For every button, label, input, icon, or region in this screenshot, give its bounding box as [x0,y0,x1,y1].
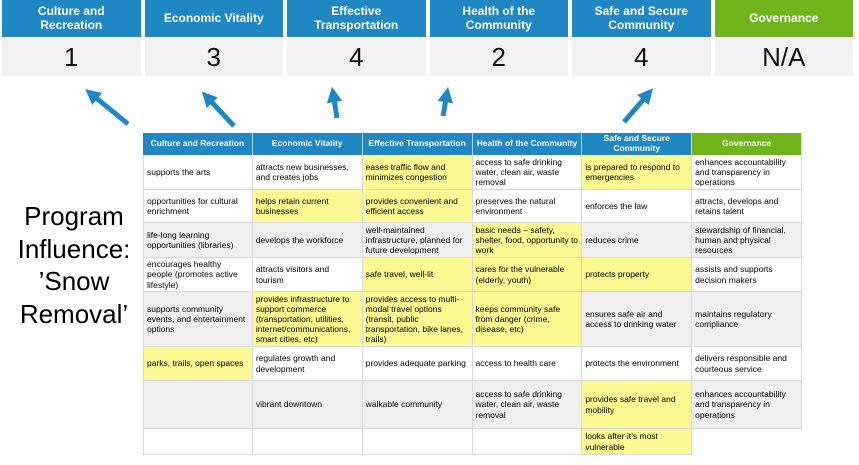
pillar-header-health: Health of the Community [429,0,568,37]
score-economic: 3 [144,39,283,76]
matrix-cell-r3c5: reduces crime [582,223,693,258]
matrix-cell-r8c6 [692,429,802,455]
pillar-header-governance: Governance [714,0,853,37]
matrix-cell-r4c1: encourages healthy people (promotes acti… [143,258,253,292]
pillar-header-safe: Safe and Secure Community [572,0,711,37]
pillar-header-transportation: Effective Transportation [287,0,426,37]
matrix-cell-r7c3: walkable community [362,381,473,429]
score-band: 1 3 4 2 4 N/A [2,39,853,76]
matrix-cell-r6c2: regulates growth and development [252,347,363,381]
matrix-cell-r3c1: life-long learning opportunities (librar… [143,223,253,258]
score-governance: N/A [714,39,853,76]
matrix-header-economic: Economic Vitality [252,133,363,155]
matrix-cell-r1c5: is prepared to respond to emergencies [582,155,693,190]
matrix-cell-r8c1 [143,429,253,455]
matrix-header-culture: Culture and Recreation [143,133,253,155]
matrix-cell-r6c3: provides adequate parking [362,347,473,381]
matrix-header-transportation: Effective Transportation [362,133,473,155]
matrix-header-health: Health of the Community [472,133,583,155]
matrix-cell-r8c3 [362,429,473,455]
matrix-cell-r8c5: looks after it’s most vulnerable [582,429,693,455]
pillar-header-economic: Economic Vitality [144,0,283,37]
matrix-cell-r3c2: develops the workforce [252,223,363,258]
matrix-cell-r4c5: protects property [582,258,693,292]
matrix-cell-r6c4: access to health care [472,347,583,381]
matrix-cell-r7c5: provides safe travel and mobility [582,381,693,429]
matrix-header-governance: Governance [692,133,802,155]
matrix-cell-r1c4: access to safe drinking water, clean air… [472,155,583,190]
matrix-cell-r1c1: supports the arts [143,155,253,190]
matrix-cell-r5c1: supports community events, and entertain… [143,292,253,347]
influence-arrow-3 [326,86,343,119]
matrix-cell-r3c4: basic needs – safety, shelter, food, opp… [472,223,583,258]
influence-arrow-2 [201,91,236,128]
score-health: 2 [429,39,568,76]
matrix-cell-r4c6: assists and supports decision makers [692,258,802,292]
matrix-cell-r2c4: preserves the natural environment [472,190,583,223]
score-transportation: 4 [287,39,426,76]
matrix-cell-r6c5: protects the environment [582,347,693,381]
matrix-cell-r6c6: delivers responsible and courteous servi… [692,347,802,381]
matrix-cell-r2c3: provides convenient and efficient access [362,190,473,223]
matrix-cell-r1c2: attracts new businesses, and creates job… [252,155,363,190]
influence-arrow-4 [437,86,454,117]
program-influence-label: Program Influence: ’Snow Removal’ [17,201,131,329]
matrix-cell-r5c6: maintains regulatory compliance [692,292,802,347]
matrix-cell-r2c6: attracts, develops and retains talent [692,190,802,223]
matrix-cell-r5c5: ensures safe air and access to drinking … [582,292,693,347]
matrix-cell-r2c2: helps retain current businesses [252,190,363,223]
matrix-header-safe: Safe and Secure Community [582,133,693,155]
matrix-cell-r1c3: eases traffic flow and minimizes congest… [362,155,473,190]
matrix-cell-r8c2 [252,429,363,455]
matrix-cell-r7c1 [143,381,253,429]
matrix-cell-r5c4: keeps community safe from danger (crime,… [472,292,583,347]
matrix-cell-r8c4 [472,429,583,455]
matrix-cell-r2c1: opportunities for cultural enrichment [143,190,253,223]
influence-matrix: Culture and Recreation Economic Vitality… [143,133,802,455]
matrix-cell-r7c6: enhances accountability and transparency… [692,381,802,429]
matrix-cell-r4c3: safe travel, well-lit [362,258,473,292]
matrix-cell-r7c4: access to safe drinking water, clean air… [472,381,583,429]
pillar-header-band: Culture and Recreation Economic Vitality… [2,0,853,37]
matrix-cell-r3c3: well-maintained infrastructure, planned … [362,223,473,258]
pillar-header-culture: Culture and Recreation [2,0,141,37]
matrix-cell-r5c2: provides infrastructure to support comme… [252,292,363,347]
score-culture: 1 [2,39,141,76]
influence-arrow-5 [622,88,654,124]
matrix-cell-r2c5: enforces the law [582,190,693,223]
score-safe: 4 [572,39,711,76]
matrix-cell-r3c6: stewardship of financial, human and phys… [692,223,802,258]
matrix-cell-r4c4: cares for the vulnerable (elderly, youth… [472,258,583,292]
matrix-cell-r5c3: provides access to multi-modal travel op… [362,292,473,347]
matrix-cell-r6c1: parks, trails, open spaces [143,347,253,381]
matrix-cell-r7c2: vibrant downtown [252,381,363,429]
matrix-cell-r1c6: enhances accountability and transparency… [692,155,802,190]
matrix-cell-r4c2: attracts visitors and tourism [252,258,363,292]
influence-arrow-1 [85,89,130,126]
